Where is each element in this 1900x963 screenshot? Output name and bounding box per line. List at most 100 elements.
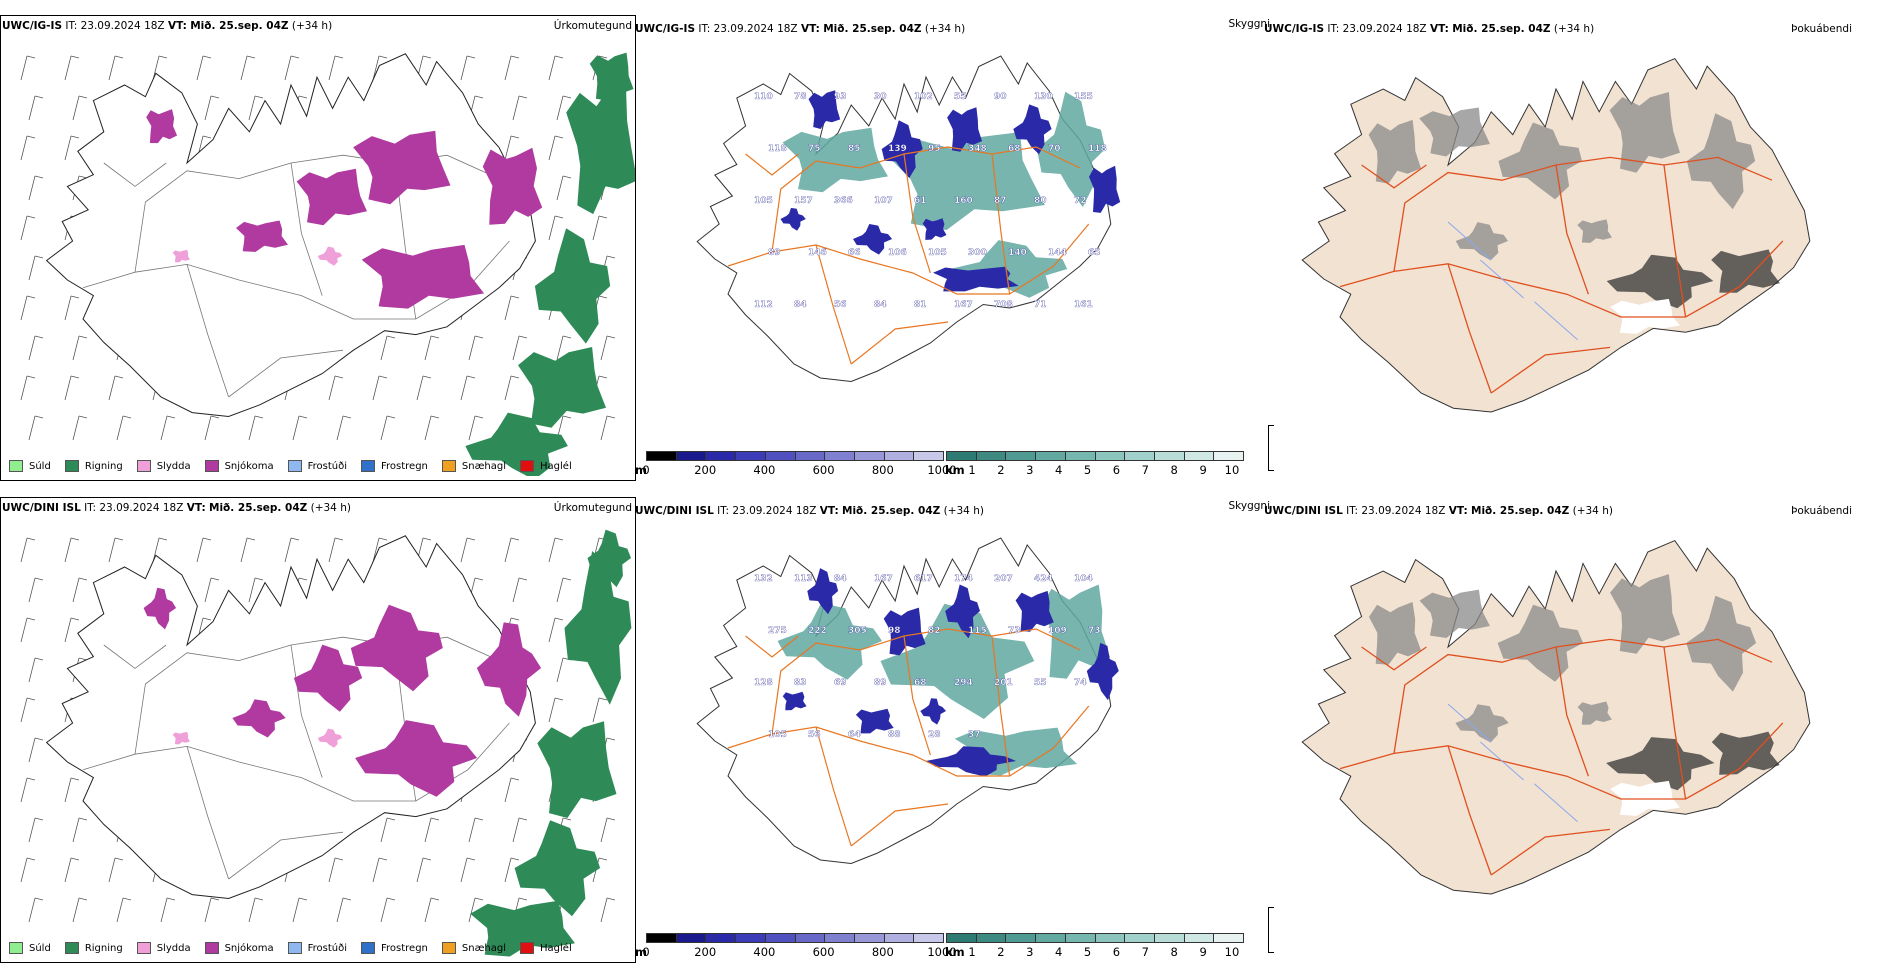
colorbar-step [947, 452, 977, 460]
colorbar-step [706, 934, 737, 942]
colorbar-step [825, 452, 855, 460]
tick-label: 1000 [927, 463, 957, 477]
legend-label: Súld [29, 942, 51, 954]
precip-panel-title: Úrkomutegund [553, 502, 632, 514]
height-ticks: 0 200 400 600 800 1000 [642, 463, 956, 477]
tick-label: 2 [997, 945, 1005, 959]
cloud-base-label: 69 [834, 678, 847, 688]
cloud-base-panel: UWC/IG-IS IT: 23.09.2024 18Z VT: Mið. 25… [634, 15, 1274, 479]
cloud-base-label: 55 [954, 92, 967, 102]
cloud-base-label: 275 [768, 626, 787, 636]
legend-swatch [441, 460, 456, 472]
tick-label: 7 [1141, 463, 1149, 477]
panel-header: UWC/IG-IS IT: 23.09.2024 18Z VT: Mið. 25… [635, 23, 965, 36]
colorbar-step [1095, 452, 1126, 460]
colorbar-step [765, 934, 796, 942]
colorbar-step [976, 934, 1007, 942]
cloud-base-label: 144 [1048, 248, 1067, 258]
precipitation-type-panel: UWC/DINI ISL IT: 23.09.2024 18Z VT: Mið.… [0, 497, 636, 963]
cloud-base-label: 115 [968, 626, 987, 636]
cloud-base-label: 140 [1008, 248, 1027, 258]
cloud-base-label: 348 [968, 144, 987, 154]
valid-time: Mið. 25.sep. 04Z [1452, 23, 1551, 35]
cloud-base-panel: UWC/DINI ISL IT: 23.09.2024 18Z VT: Mið.… [634, 497, 1274, 961]
fog-panel-title: Þokuábendi [1791, 23, 1852, 35]
visibility-colorbar [946, 933, 1244, 943]
tick-label: 10 [1224, 945, 1240, 959]
model-name: UWC/IG-IS [1264, 23, 1325, 35]
cloud-base-label: 72 [1074, 196, 1087, 206]
tick-label: 200 [694, 463, 717, 477]
tick-label: 800 [871, 945, 894, 959]
legend-swatch [9, 942, 23, 954]
legend-swatch [441, 942, 456, 954]
height-colorbar [646, 933, 944, 943]
lead-time: (+34 h) [1572, 505, 1613, 517]
cloud-base-label: 66 [848, 248, 861, 258]
tick-label: 5 [1083, 463, 1092, 477]
tick-label: 800 [871, 463, 894, 477]
colorbar-step [1184, 934, 1215, 942]
legend-label: Frostúði [307, 460, 347, 472]
initial-time: 23.09.2024 18Z [1361, 505, 1446, 517]
legend-label: Frostregn [381, 942, 428, 954]
panel-header: UWC/IG-IS IT: 23.09.2024 18Z VT: Mið. 25… [1264, 23, 1594, 36]
cloud-base-label: 112 [754, 300, 773, 310]
cloud-base-label: 130 [1034, 92, 1053, 102]
legend-swatch [361, 460, 375, 472]
legend-label: Rigning [84, 460, 123, 472]
panel-header: UWC/DINI ISL IT: 23.09.2024 18Z VT: Mið.… [2, 502, 351, 515]
legend-swatch [64, 460, 79, 472]
model-name: UWC/IG-IS [2, 20, 63, 32]
legend-swatch [9, 460, 23, 472]
visibility-colorbar [946, 451, 1244, 461]
cloud-base-label: 28 [928, 730, 941, 740]
model-name: UWC/DINI ISL [1264, 505, 1343, 517]
tick-label: 600 [812, 463, 835, 477]
legend-item: Súld [9, 460, 51, 472]
fog-indicator-map [1301, 539, 1811, 895]
legend-swatch [136, 460, 151, 472]
vt-label: VT: [800, 23, 820, 35]
lead-time: (+34 h) [310, 502, 351, 514]
colorbar-step [854, 452, 885, 460]
cloud-base-label: 109 [1048, 626, 1067, 636]
cloud-base-label: 105 [768, 730, 787, 740]
legend-item: Snæhagl [441, 942, 506, 954]
legend-item: Frostregn [361, 942, 428, 954]
visibility-unit: km [945, 945, 965, 959]
cloud-base-label: 207 [994, 574, 1013, 584]
tick-label: 7 [1141, 945, 1149, 959]
legend-item: Slydda [136, 942, 191, 954]
tick-label: 1 [968, 463, 976, 477]
colorbar-step [976, 452, 1007, 460]
lead-time: (+34 h) [943, 505, 984, 517]
cloud-base-label: 118 [1088, 144, 1107, 154]
cloud-base-label: 174 [954, 574, 973, 584]
legend-label: Snjókoma [224, 460, 274, 472]
vt-label: VT: [167, 20, 187, 32]
cloud-base-label: 98 [888, 626, 901, 636]
valid-time: Mið. 25.sep. 04Z [1471, 505, 1570, 517]
cloud-base-label: 88 [888, 730, 901, 740]
colorbar-step [1065, 934, 1096, 942]
cloud-base-label: 83 [794, 678, 807, 688]
colorbar-step [1036, 934, 1066, 942]
cloud-base-label: 78 [794, 92, 807, 102]
legend-label: Frostúði [307, 942, 347, 954]
tick-label: 400 [753, 463, 776, 477]
cloud-base-label: 75 [808, 144, 821, 154]
cloud-base-label: 87 [994, 196, 1007, 206]
lead-time: (+34 h) [924, 23, 966, 35]
cloud-base-label: 84 [874, 300, 887, 310]
colorbar-step [825, 934, 855, 942]
colorbar-step [1154, 934, 1185, 942]
cloud-base-label: 157 [794, 196, 813, 206]
legend-item: Snjókoma [204, 460, 274, 472]
legend-swatch [204, 942, 219, 954]
cloud-base-label: 56 [808, 730, 821, 740]
visibility-ticks: 1 2 3 4 5 6 7 8 9 10 [968, 463, 1239, 477]
colorbar-step [1065, 452, 1096, 460]
cloud-base-label: 84 [794, 300, 807, 310]
colorbar-step [1154, 452, 1185, 460]
